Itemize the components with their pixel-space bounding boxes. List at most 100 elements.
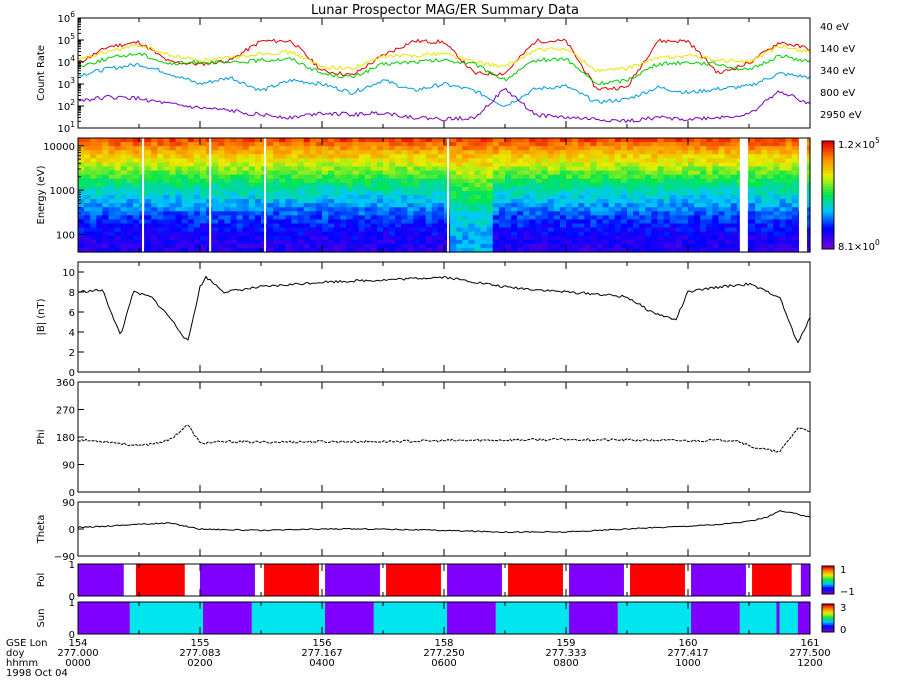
spectrogram-cell bbox=[498, 154, 506, 159]
spectrogram-cell bbox=[700, 207, 707, 212]
spectrogram-cell bbox=[553, 142, 561, 147]
spectrogram-cell bbox=[273, 158, 280, 164]
spectrogram-cell bbox=[712, 227, 720, 233]
footer-value: 277.083 bbox=[179, 648, 220, 659]
spectrogram-cell bbox=[376, 186, 384, 192]
spectrogram-cell bbox=[309, 158, 317, 164]
spectrogram-cell bbox=[529, 158, 537, 164]
spectrogram-cell bbox=[633, 227, 640, 233]
spectrogram-cell bbox=[559, 178, 567, 184]
spectrogram-cell bbox=[193, 223, 201, 229]
spectrogram-cell bbox=[681, 154, 689, 159]
spectrogram-cell bbox=[187, 247, 195, 253]
spectrogram-cell bbox=[718, 227, 726, 233]
spectrogram-cell bbox=[773, 243, 781, 249]
spectrogram-cell bbox=[437, 138, 445, 143]
spectrogram-cell bbox=[645, 219, 652, 225]
spectrogram-cell bbox=[791, 150, 799, 155]
spectrogram-cell bbox=[84, 207, 91, 212]
spectrogram-cell bbox=[120, 190, 128, 196]
spectrogram-cell bbox=[511, 227, 518, 233]
spectrogram-cell bbox=[187, 158, 195, 164]
spectrogram-cell bbox=[639, 150, 646, 155]
spectrogram-cell bbox=[468, 174, 476, 180]
spectrogram-cell bbox=[395, 186, 402, 192]
spectrogram-cell bbox=[279, 231, 286, 237]
spectrogram-cell bbox=[224, 178, 232, 184]
spectrogram-cell bbox=[657, 203, 665, 208]
spectrogram-cell bbox=[700, 150, 707, 155]
spectrogram-cell bbox=[84, 178, 91, 184]
spectrogram-cell bbox=[126, 203, 134, 208]
spectrogram-cell bbox=[242, 178, 250, 184]
spectrogram-cell bbox=[614, 239, 622, 245]
spectrogram-cell bbox=[254, 142, 262, 147]
spectrogram-cell bbox=[639, 219, 646, 225]
spectrogram-cell bbox=[675, 211, 683, 216]
spectrogram-cell bbox=[505, 195, 512, 200]
spectrogram-cell bbox=[431, 154, 439, 159]
spectrogram-cell bbox=[322, 227, 329, 233]
spectrogram-cell bbox=[596, 174, 604, 180]
spectrogram-cell bbox=[645, 154, 652, 159]
spectrogram-cell bbox=[566, 203, 573, 208]
spectrogram-cell bbox=[389, 182, 396, 188]
spectrogram-cell bbox=[187, 150, 195, 155]
spectrogram-cell bbox=[566, 178, 573, 184]
spectrogram-cell bbox=[364, 243, 372, 249]
spectrogram-cell bbox=[175, 138, 183, 143]
spectrogram-cell bbox=[767, 154, 774, 159]
spectrogram-cell bbox=[334, 166, 341, 172]
spectrogram-cell bbox=[132, 154, 140, 159]
spectrogram-cell bbox=[309, 219, 317, 225]
spectrogram-cell bbox=[791, 211, 799, 216]
spectrogram-cell bbox=[267, 231, 274, 237]
spectrogram-cell bbox=[578, 227, 585, 233]
spectrogram-cell bbox=[157, 215, 164, 221]
spectrogram-cell bbox=[193, 182, 201, 188]
spectrogram-cell bbox=[78, 146, 85, 151]
spectrogram-cell bbox=[431, 223, 439, 229]
colorbar-step bbox=[822, 626, 834, 629]
spectrogram-cell bbox=[657, 154, 665, 159]
spectrogram-cell bbox=[114, 162, 122, 168]
spectrogram-cell bbox=[303, 207, 311, 212]
spectrogram-cell bbox=[383, 247, 390, 253]
footer-value: 1000 bbox=[675, 658, 700, 669]
spectrogram-cell bbox=[163, 199, 171, 204]
spectrogram-cell bbox=[803, 207, 811, 212]
spectrogram-cell bbox=[529, 239, 537, 245]
spectrogram-cell bbox=[334, 150, 341, 155]
spectrogram-cell bbox=[474, 174, 482, 180]
spectrogram-cell bbox=[785, 178, 793, 184]
spectrogram-cell bbox=[346, 170, 354, 176]
spectrogram-cell bbox=[376, 178, 384, 184]
spectrogram-cell bbox=[187, 182, 195, 188]
spectrogram-cell bbox=[456, 223, 463, 229]
spectrogram-cell bbox=[309, 199, 317, 204]
spectrogram-cell bbox=[352, 138, 360, 143]
spectrogram-cell bbox=[645, 235, 652, 241]
spectrogram-cell bbox=[712, 158, 720, 164]
spectrogram-cell bbox=[523, 227, 530, 233]
spectrogram-cell bbox=[425, 158, 433, 164]
spectrogram-cell bbox=[425, 150, 433, 155]
spectrogram-cell bbox=[724, 162, 732, 168]
spectrogram-cell bbox=[389, 178, 396, 184]
spectrogram-cell bbox=[163, 219, 171, 225]
spectrogram-cell bbox=[712, 154, 720, 159]
spectrogram-cell bbox=[419, 154, 427, 159]
spectrogram-cell bbox=[84, 170, 91, 176]
spectrogram-cell bbox=[456, 174, 463, 180]
spectrogram-cell bbox=[346, 195, 354, 200]
spectrogram-cell bbox=[297, 190, 305, 196]
spectrogram-cell bbox=[193, 138, 201, 143]
spectrogram-cell bbox=[401, 199, 408, 204]
spectrogram-cell bbox=[212, 154, 219, 159]
spectrogram-cell bbox=[535, 207, 543, 212]
colorbar-step bbox=[822, 208, 834, 212]
spectrogram-cell bbox=[254, 207, 262, 212]
spectrogram-cell bbox=[498, 142, 506, 147]
spectrogram-cell bbox=[425, 227, 433, 233]
spectrogram-cell bbox=[584, 215, 591, 221]
